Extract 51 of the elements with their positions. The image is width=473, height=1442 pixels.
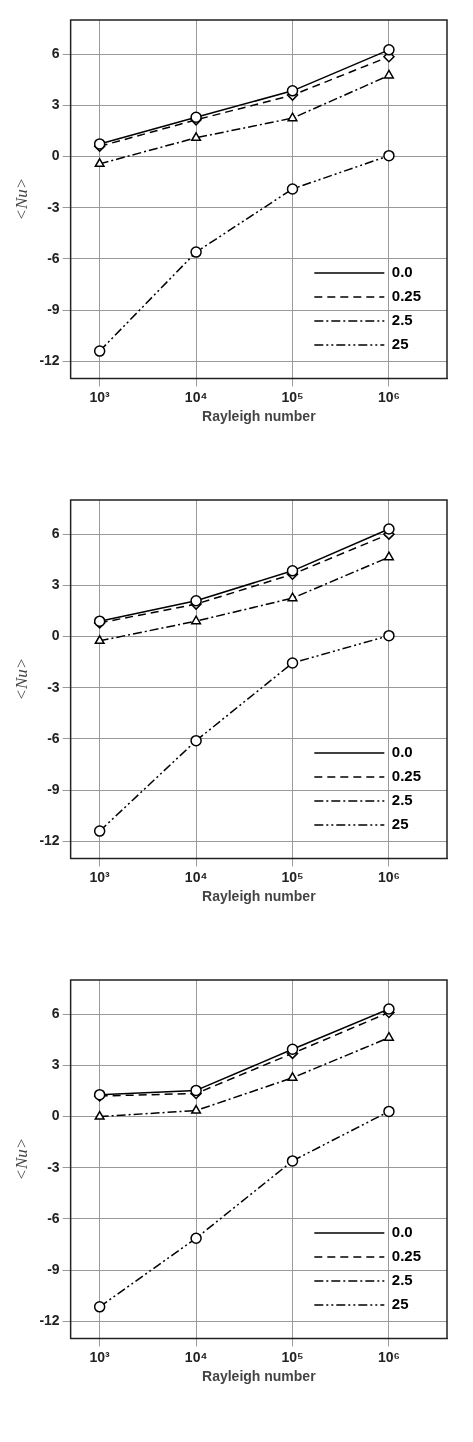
x-tick-label: 10³ — [89, 1348, 111, 1365]
x-tick-label: 10⁵ — [281, 1348, 304, 1365]
y-tick-label: -3 — [47, 678, 60, 695]
legend-label: 0.25 — [391, 287, 422, 305]
legend-label: 0.0 — [391, 1223, 413, 1241]
y-tick-label: -9 — [47, 300, 60, 317]
y-tick-label: 6 — [51, 1004, 60, 1021]
y-tick-label: 0 — [51, 627, 60, 644]
x-tick-label: 10⁴ — [184, 1348, 208, 1365]
x-axis-title: Rayleigh number — [202, 1368, 317, 1385]
legend-label: 2.5 — [391, 791, 413, 809]
y-tick-label: -6 — [47, 729, 60, 746]
y-tick-label: -3 — [47, 198, 60, 215]
x-tick-label: 10⁶ — [377, 868, 400, 885]
legend-label: 0.0 — [391, 743, 413, 761]
y-tick-label: 6 — [51, 524, 60, 541]
y-axis-title: <Nu> — [11, 657, 31, 701]
x-axis-title: Rayleigh number — [202, 888, 317, 905]
x-tick-label: 10³ — [89, 868, 111, 885]
y-tick-label: 6 — [51, 44, 60, 61]
y-tick-label: -6 — [47, 1209, 60, 1226]
y-tick-label: -12 — [39, 352, 60, 369]
x-tick-label: 10⁵ — [281, 388, 304, 405]
legend-label: 0.0 — [391, 263, 413, 281]
y-tick-label: 3 — [51, 96, 60, 113]
y-tick-label: 3 — [51, 576, 60, 593]
x-axis-title: Rayleigh number — [202, 408, 317, 425]
legend-label: 25 — [391, 815, 409, 833]
y-tick-label: -3 — [47, 1158, 60, 1175]
y-tick-label: -9 — [47, 1260, 60, 1277]
y-tick-label: 0 — [51, 147, 60, 164]
y-axis-title: <Nu> — [11, 177, 31, 221]
legend-label: 0.25 — [391, 767, 422, 785]
y-tick-label: -12 — [39, 832, 60, 849]
legend-label: 25 — [391, 335, 409, 353]
x-tick-label: 10⁴ — [184, 388, 208, 405]
x-tick-label: 10⁶ — [377, 1348, 400, 1365]
y-tick-label: -12 — [39, 1312, 60, 1329]
x-tick-label: 10⁶ — [377, 388, 400, 405]
y-axis-title: <Nu> — [11, 1137, 31, 1181]
legend-label: 2.5 — [391, 1271, 413, 1289]
y-tick-label: 3 — [51, 1056, 60, 1073]
legend-label: 2.5 — [391, 311, 413, 329]
x-tick-label: 10⁵ — [281, 868, 304, 885]
x-tick-label: 10⁴ — [184, 868, 208, 885]
y-tick-label: -9 — [47, 780, 60, 797]
legend-label: 0.25 — [391, 1247, 422, 1265]
y-tick-label: 0 — [51, 1107, 60, 1124]
legend-label: 25 — [391, 1295, 409, 1313]
y-tick-label: -6 — [47, 249, 60, 266]
x-tick-label: 10³ — [89, 388, 111, 405]
